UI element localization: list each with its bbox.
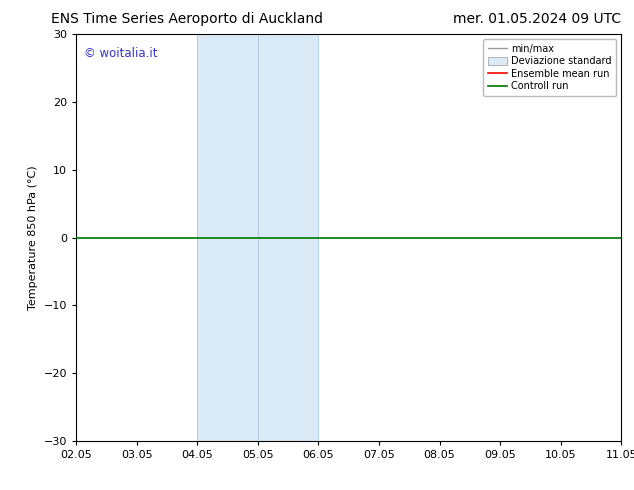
Text: ENS Time Series Aeroporto di Auckland: ENS Time Series Aeroporto di Auckland bbox=[51, 12, 323, 26]
Bar bbox=[621, 34, 634, 441]
Y-axis label: Temperature 850 hPa (°C): Temperature 850 hPa (°C) bbox=[28, 165, 38, 310]
Bar bbox=[197, 34, 318, 441]
Legend: min/max, Deviazione standard, Ensemble mean run, Controll run: min/max, Deviazione standard, Ensemble m… bbox=[483, 39, 616, 96]
Text: mer. 01.05.2024 09 UTC: mer. 01.05.2024 09 UTC bbox=[453, 12, 621, 26]
Text: © woitalia.it: © woitalia.it bbox=[84, 47, 158, 59]
